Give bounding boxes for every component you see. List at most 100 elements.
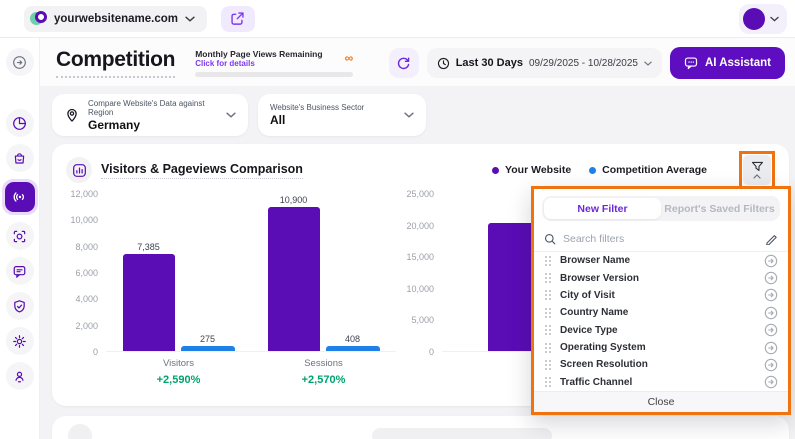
pencil-edit-icon[interactable] <box>765 232 778 245</box>
account-menu[interactable] <box>739 3 787 34</box>
right-chart-y-axis: 25,000 20,000 15,000 10,000 5,000 0 <box>396 189 442 357</box>
filter-item-operating-system[interactable]: Operating System <box>534 339 788 356</box>
filter-button-highlight <box>739 151 775 189</box>
share-button[interactable] <box>220 5 255 32</box>
pageviews-remaining-label: Monthly Page Views Remaining <box>195 49 323 59</box>
share-export-icon <box>230 11 245 26</box>
filter-item-label: Device Type <box>560 324 618 336</box>
y-axis-tick: 5,000 <box>411 315 434 326</box>
filter-item-device-type[interactable]: Device Type <box>534 322 788 339</box>
filter-search-row <box>534 226 788 252</box>
bar-competition-average[interactable] <box>180 346 235 351</box>
bar-your-website[interactable] <box>488 223 538 351</box>
chart-filter-button[interactable] <box>743 155 771 185</box>
next-card-icon-placeholder <box>68 424 92 439</box>
drag-handle-icon[interactable] <box>544 272 552 284</box>
legend-your-website[interactable]: Your Website <box>492 164 571 176</box>
bar-your-website[interactable] <box>122 254 175 351</box>
region-select[interactable]: Compare Website's Data against Region Ge… <box>52 94 248 136</box>
filter-panel-close-button[interactable]: Close <box>534 391 788 412</box>
legend-competition-average[interactable]: Competition Average <box>589 164 707 176</box>
chart-title: Visitors & Pageviews Comparison <box>101 162 303 179</box>
filter-panel: New Filter Report's Saved Filters Browse… <box>531 186 791 415</box>
bar-competition-average[interactable] <box>325 346 380 351</box>
legend-dot-blue <box>589 166 597 174</box>
y-axis-tick: 20,000 <box>406 220 434 231</box>
sidebar-item-feedback[interactable] <box>5 257 34 285</box>
shield-check-icon <box>12 299 27 314</box>
y-axis-tick: 10,000 <box>406 283 434 294</box>
sidebar-item-competition-active[interactable] <box>1 179 38 215</box>
y-axis-tick: 12,000 <box>70 189 98 199</box>
tab-reports-saved-filters[interactable]: Report's Saved Filters <box>664 202 775 215</box>
category-label: Visitors <box>163 358 194 369</box>
sector-select[interactable]: Website's Business Sector All <box>258 94 426 136</box>
y-axis-tick: 6,000 <box>75 268 98 278</box>
sidebar-item-account[interactable] <box>5 362 34 390</box>
filter-item-browser-version[interactable]: Browser Version <box>534 269 788 286</box>
add-filter-arrow-icon[interactable] <box>764 254 778 268</box>
drag-handle-icon[interactable] <box>544 376 552 388</box>
filter-item-label: Traffic Channel <box>560 376 633 388</box>
sidebar-item-campaigns[interactable] <box>5 144 34 172</box>
gear-icon <box>12 334 27 349</box>
filter-item-browser-name[interactable]: Browser Name <box>534 252 788 269</box>
date-range-label: Last 30 Days <box>455 57 523 69</box>
page-title: Competition <box>56 48 175 78</box>
pageviews-details-link[interactable]: Click for details <box>195 59 255 68</box>
filter-item-label: Screen Resolution <box>560 359 648 371</box>
filter-item-city-of-visit[interactable]: City of Visit <box>534 287 788 304</box>
bar-value-label: 408 <box>344 334 361 344</box>
sidebar-item-audience[interactable] <box>5 222 34 250</box>
caret-up-icon <box>753 174 761 179</box>
sidebar-item-analytics[interactable] <box>5 109 34 137</box>
top-filters-row: Compare Website's Data against Region Ge… <box>40 86 795 144</box>
filter-item-label: Country Name <box>560 307 629 319</box>
add-filter-arrow-icon[interactable] <box>764 323 778 337</box>
sidebar-item-privacy[interactable] <box>5 292 34 320</box>
filter-item-label: Browser Version <box>560 272 639 284</box>
add-filter-arrow-icon[interactable] <box>764 375 778 389</box>
bar-your-website[interactable] <box>267 207 320 351</box>
drag-handle-icon[interactable] <box>544 342 552 354</box>
user-pin-icon <box>12 369 27 384</box>
refresh-button[interactable] <box>388 48 419 78</box>
add-filter-arrow-icon[interactable] <box>764 358 778 372</box>
ai-assistant-button[interactable]: AI Assistant <box>669 47 785 79</box>
add-filter-arrow-icon[interactable] <box>764 341 778 355</box>
filter-item-screen-resolution[interactable]: Screen Resolution <box>534 356 788 373</box>
target-scan-icon <box>12 229 27 244</box>
drag-handle-icon[interactable] <box>544 255 552 267</box>
change-percent-label: +2,590% <box>156 374 201 386</box>
filter-item-country-name[interactable]: Country Name <box>534 304 788 321</box>
page-header: Competition Monthly Page Views Remaining… <box>40 38 795 86</box>
ai-assistant-label: AI Assistant <box>704 57 771 69</box>
sidebar-item-settings[interactable] <box>5 327 34 355</box>
bar-value-label: 10,900 <box>279 195 308 205</box>
add-filter-arrow-icon[interactable] <box>764 306 778 320</box>
website-selector[interactable]: yourwebsitename.com <box>24 5 207 32</box>
sidebar-nav <box>0 38 40 439</box>
sector-select-value: All <box>270 113 286 127</box>
add-filter-arrow-icon[interactable] <box>764 271 778 285</box>
category-label: Sessions <box>304 358 343 369</box>
date-range-selector[interactable]: Last 30 Days 09/29/2025 - 10/28/2025 <box>426 48 662 78</box>
filter-item-traffic-channel[interactable]: Traffic Channel <box>534 374 788 391</box>
drag-handle-icon[interactable] <box>544 307 552 319</box>
tab-new-filter[interactable]: New Filter <box>544 198 661 219</box>
drag-handle-icon[interactable] <box>544 289 552 301</box>
drag-handle-icon[interactable] <box>544 324 552 336</box>
drag-handle-icon[interactable] <box>544 359 552 371</box>
collapse-arrow-icon <box>12 55 27 70</box>
chevron-down-icon <box>770 16 779 22</box>
avatar <box>743 7 765 30</box>
filter-item-label: City of Visit <box>560 289 615 301</box>
collapse-sidebar-button[interactable] <box>5 48 34 76</box>
filter-panel-tabs: New Filter Report's Saved Filters <box>542 196 780 221</box>
y-axis-tick: 25,000 <box>406 189 434 199</box>
add-filter-arrow-icon[interactable] <box>764 288 778 302</box>
chevron-down-icon <box>404 112 414 118</box>
filter-item-label: Operating System <box>560 342 646 354</box>
filter-search-input[interactable] <box>563 232 758 245</box>
visitors-sessions-chart: 12,000 10,000 8,000 6,000 4,000 2,000 0 7,385 2… <box>66 189 396 386</box>
